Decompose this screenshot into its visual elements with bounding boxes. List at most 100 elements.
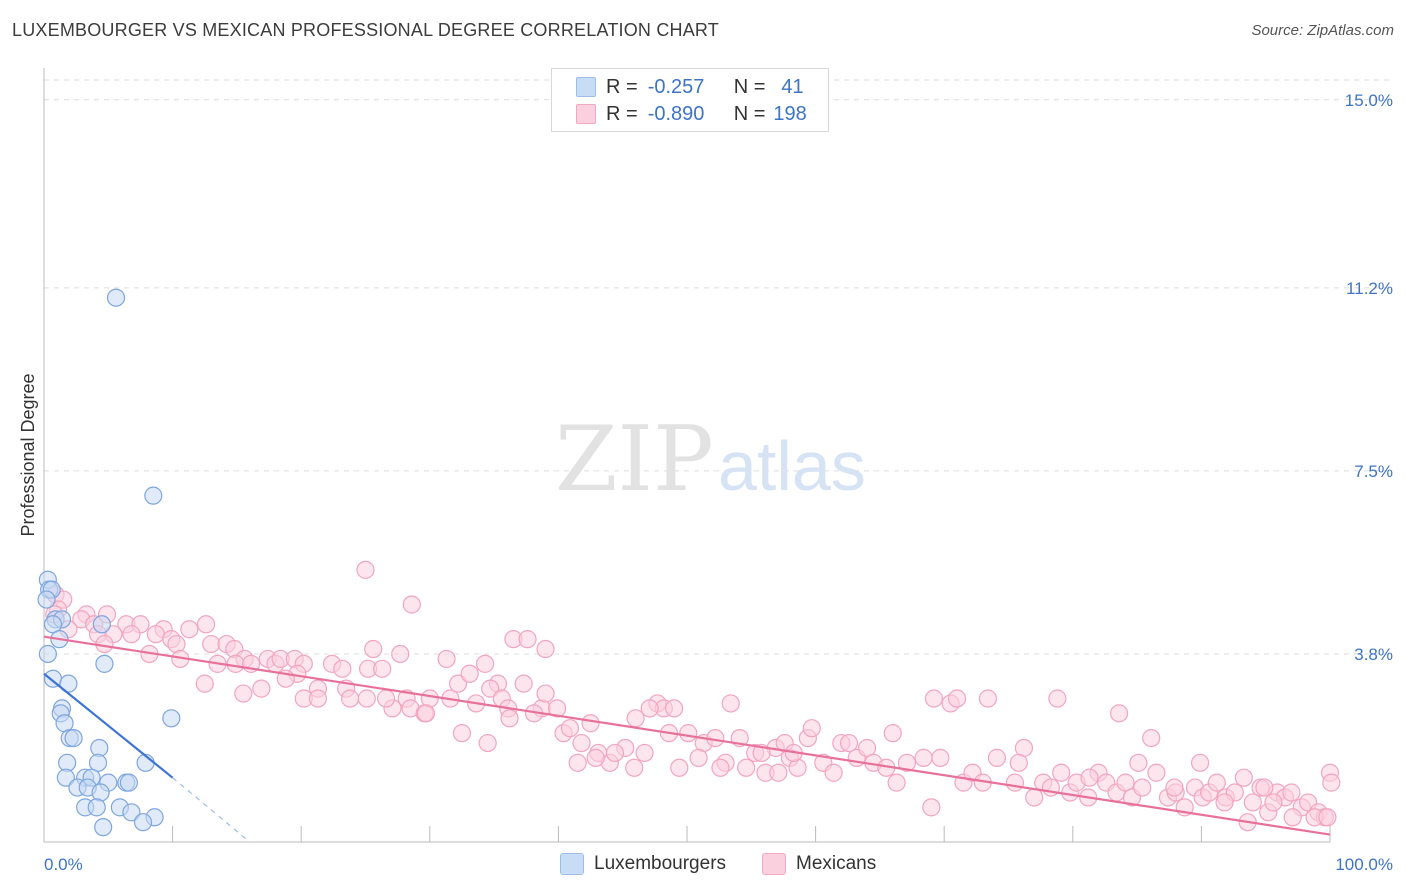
- grid-lines: [44, 79, 1392, 655]
- legend-n-label: N =: [733, 75, 766, 98]
- data-point-mexicans: [947, 689, 967, 708]
- data-point-luxembourgers: [38, 644, 57, 664]
- data-point-mexicans: [689, 748, 708, 767]
- y-tick-label: 15.0%: [1345, 91, 1393, 110]
- x-tick-label: 0.0%: [44, 855, 83, 874]
- data-point-luxembourgers: [95, 654, 114, 673]
- bottom-legend-swatch-mexicans: [762, 853, 786, 875]
- data-point-luxembourgers: [87, 798, 106, 817]
- data-point-mexicans: [924, 689, 944, 708]
- data-point-mexicans: [635, 743, 654, 763]
- data-point-mexicans: [340, 689, 360, 708]
- tick-labels: 3.8% 7.5% 11.2% 15.0% 0.0% 100.0%: [44, 91, 1393, 874]
- data-point-mexicans: [437, 649, 456, 669]
- data-points: [37, 288, 1341, 837]
- data-point-mexicans: [769, 763, 788, 782]
- legend-n-value: 41: [781, 75, 804, 98]
- data-point-luxembourgers: [119, 773, 138, 792]
- watermark-atlas: atlas: [718, 427, 866, 505]
- data-point-mexicans: [1129, 753, 1148, 772]
- data-point-mexicans: [887, 773, 906, 792]
- data-point-mexicans: [665, 699, 684, 718]
- data-point-luxembourgers: [162, 709, 181, 728]
- data-point-mexicans: [931, 748, 950, 767]
- data-point-mexicans: [737, 758, 756, 777]
- data-point-mexicans: [518, 630, 537, 649]
- bottom-legend-label: Luxembourgers: [594, 853, 727, 874]
- data-point-mexicans: [460, 664, 479, 683]
- data-point-mexicans: [146, 625, 165, 644]
- data-point-luxembourgers: [92, 615, 111, 634]
- data-point-mexicans: [180, 620, 199, 639]
- data-point-mexicans: [1207, 773, 1226, 792]
- data-point-mexicans: [356, 560, 375, 579]
- data-point-luxembourgers: [56, 768, 75, 787]
- data-point-mexicans: [824, 763, 843, 782]
- data-point-mexicans: [195, 674, 214, 693]
- data-point-mexicans: [364, 639, 383, 659]
- data-point-mexicans: [514, 674, 533, 693]
- data-point-mexicans: [625, 758, 644, 777]
- data-point-mexicans: [226, 654, 245, 673]
- data-point-mexicans: [1052, 763, 1071, 782]
- data-point-mexicans: [448, 674, 468, 693]
- legend-r-label: R =: [606, 102, 638, 125]
- trend-line-luxembourgers-extension: [172, 777, 251, 843]
- data-point-mexicans: [987, 748, 1007, 767]
- data-point-mexicans: [839, 733, 859, 753]
- data-point-mexicans: [1255, 778, 1274, 797]
- legend-r-value: -0.257: [647, 75, 705, 98]
- data-point-mexicans: [357, 689, 376, 708]
- data-point-mexicans: [167, 634, 186, 654]
- data-point-mexicans: [1243, 793, 1262, 812]
- bottom-legend-swatch-luxembourgers: [560, 853, 584, 875]
- data-point-mexicans: [581, 714, 600, 733]
- data-point-mexicans: [500, 709, 519, 728]
- legend-row-luxembourgers: R = -0.257 N = 41: [576, 75, 804, 99]
- data-point-mexicans: [402, 595, 421, 614]
- data-point-mexicans: [640, 699, 659, 718]
- data-point-mexicans: [333, 659, 352, 678]
- data-point-luxembourgers: [133, 813, 153, 832]
- data-point-mexicans: [788, 758, 807, 777]
- data-point-mexicans: [1133, 778, 1152, 797]
- watermark: ZIP atlas: [555, 407, 866, 512]
- data-point-luxembourgers: [94, 818, 113, 837]
- data-point-mexicans: [1048, 689, 1067, 708]
- y-tick-label: 7.5%: [1354, 462, 1393, 481]
- bottom-legend-label: Mexicans: [796, 853, 877, 874]
- bottom-legend-luxembourgers: Luxembourgers: [560, 852, 726, 876]
- data-point-mexicans: [1165, 778, 1184, 797]
- data-point-mexicans: [373, 659, 392, 678]
- x-tick-label: 100.0%: [1335, 855, 1393, 874]
- data-point-mexicans: [234, 684, 253, 703]
- data-point-mexicans: [1080, 768, 1099, 787]
- data-point-mexicans: [536, 684, 555, 703]
- data-point-mexicans: [475, 654, 495, 673]
- data-point-mexicans: [1142, 728, 1161, 748]
- data-point-mexicans: [548, 699, 567, 718]
- data-point-mexicans: [420, 689, 439, 708]
- trend-lines: [43, 635, 1331, 843]
- data-point-luxembourgers: [122, 803, 141, 822]
- data-point-mexicans: [1109, 704, 1129, 723]
- chart-title: LUXEMBOURGER VS MEXICAN PROFESSIONAL DEG…: [12, 20, 719, 40]
- data-point-mexicans: [922, 798, 941, 817]
- trend-line-luxembourgers: [43, 672, 174, 779]
- data-point-mexicans: [308, 689, 328, 708]
- y-axis-label: Professional Degree: [18, 373, 38, 536]
- data-point-mexicans: [1234, 768, 1253, 787]
- data-point-mexicans: [391, 644, 410, 664]
- data-point-mexicans: [711, 758, 730, 777]
- data-point-mexicans: [1322, 773, 1341, 792]
- data-point-mexicans: [560, 719, 580, 738]
- data-point-mexicans: [1215, 793, 1234, 812]
- legend-r-value: -0.890: [647, 102, 705, 125]
- data-point-luxembourgers: [91, 783, 110, 802]
- data-point-mexicans: [568, 753, 587, 772]
- bottom-legend-mexicans: Mexicans: [762, 852, 876, 876]
- legend-swatch-mexicans: [576, 104, 596, 124]
- data-point-mexicans: [802, 719, 821, 738]
- data-point-mexicans: [1025, 788, 1044, 807]
